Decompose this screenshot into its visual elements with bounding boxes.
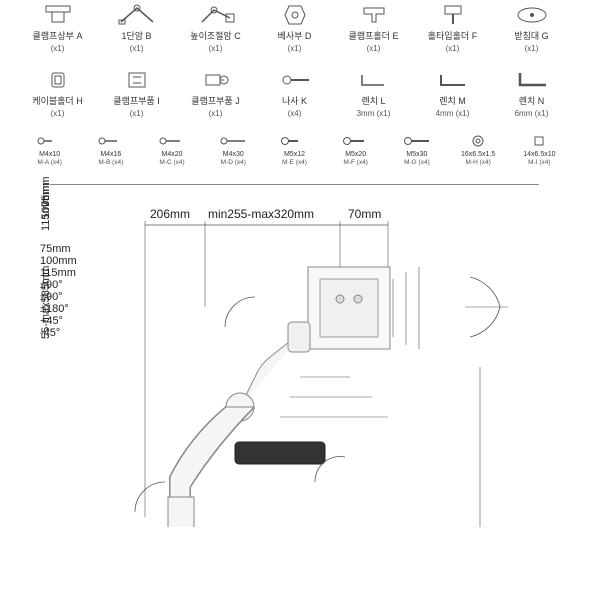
base-icon	[508, 0, 556, 30]
height-arm-icon	[192, 0, 240, 30]
dim-height: 55-max585mm	[40, 0, 52, 339]
part-j: 클램프부품 J (x1)	[178, 65, 253, 118]
part-label: 높이조절암 C	[190, 32, 240, 42]
hole-holder-icon	[429, 0, 477, 30]
screw-label: M5x12	[284, 151, 305, 159]
screw-icon	[217, 132, 249, 150]
part-m: 렌치 M 4mm (x1)	[415, 65, 490, 118]
part-label: 베사부 D	[278, 32, 312, 42]
part-l: 렌치 L 3mm (x1)	[336, 65, 411, 118]
screws-row: M4x10 M-A (x4) M4x16 M-B (x4) M4x20 M-C …	[20, 132, 569, 167]
screw-mb: M4x16 M-B (x4)	[81, 132, 140, 167]
part-h: 케이블홀더 H (x1)	[20, 65, 95, 118]
part-b: 1단암 B (x1)	[99, 0, 174, 53]
part-qty: (x1)	[367, 44, 381, 53]
arm1-icon	[113, 0, 161, 30]
part-qty: 3mm (x1)	[357, 109, 391, 118]
screw-mf: M5x20 M-F (x4)	[326, 132, 385, 167]
part-qty: (x1)	[446, 44, 460, 53]
screw-mh: 16x6.5x1.5 M-H (x4)	[449, 132, 508, 167]
screw-k-icon	[271, 65, 319, 95]
part-label: 렌치 M	[439, 97, 466, 107]
part-label: 클램프부품 I	[113, 97, 159, 107]
parts-row-2: 케이블홀더 H (x1) 클램프부품 I (x1) 클램프부품 J (x1) 나…	[20, 65, 569, 118]
screw-label: M4x16	[100, 151, 121, 159]
clamp-part-j-icon	[192, 65, 240, 95]
screw-me: M5x12 M-E (x4)	[265, 132, 324, 167]
part-k: 나사 K (x4)	[257, 65, 332, 118]
part-qty: 6mm (x1)	[515, 109, 549, 118]
section-divider	[50, 184, 539, 185]
part-qty: (x1)	[130, 44, 144, 53]
part-qty: (x1)	[288, 44, 302, 53]
dimension-diagram: 206mm min255-max320mm 70mm	[40, 207, 549, 527]
part-qty: (x1)	[130, 109, 144, 118]
washer-icon	[462, 132, 494, 150]
screw-md: M4x30 M-D (x4)	[204, 132, 263, 167]
screw-sub: M-G (x4)	[404, 159, 430, 166]
part-qty: (x4)	[288, 109, 302, 118]
part-d: 베사부 D (x1)	[257, 0, 332, 53]
screw-sub: M-F (x4)	[343, 159, 368, 166]
screw-sub: M-H (x4)	[466, 159, 491, 166]
part-e: 클램프홀더 E (x1)	[336, 0, 411, 53]
screw-mi: 14x6.5x10 M-I (x4)	[510, 132, 569, 167]
parts-row-1: 클램프상부 A (x1) 1단암 B (x1) 높이조절암 C (x1) 베사부…	[20, 0, 569, 53]
screw-icon	[156, 132, 188, 150]
part-c: 높이조절암 C (x1)	[178, 0, 253, 53]
screw-icon	[95, 132, 127, 150]
screw-label: 14x6.5x10	[523, 151, 555, 159]
wrench-l-icon	[350, 65, 398, 95]
part-qty: (x1)	[209, 44, 223, 53]
part-label: 렌치 L	[361, 97, 385, 107]
screw-label: M5x30	[406, 151, 427, 159]
screw-icon	[401, 132, 433, 150]
screw-label: M4x20	[162, 151, 183, 159]
screw-sub: M-I (x4)	[528, 159, 550, 166]
part-label: 홀타입홀더 F	[428, 32, 477, 42]
part-f: 홀타입홀더 F (x1)	[415, 0, 490, 53]
part-label: 클램프부품 J	[191, 97, 239, 107]
spacer-icon	[523, 132, 555, 150]
part-n: 렌치 N 6mm (x1)	[494, 65, 569, 118]
screw-label: M5x20	[345, 151, 366, 159]
part-label: 클램프홀더 E	[349, 32, 399, 42]
screw-mg: M5x30 M-G (x4)	[387, 132, 446, 167]
part-label: 받침대 G	[514, 32, 548, 42]
screw-sub: M-E (x4)	[282, 159, 307, 166]
part-g: 받침대 G (x1)	[494, 0, 569, 53]
part-a: 클램프상부 A (x1)	[20, 0, 95, 53]
part-i: 클램프부품 I (x1)	[99, 65, 174, 118]
screw-sub: M-C (x4)	[159, 159, 184, 166]
part-label: 나사 K	[282, 97, 307, 107]
part-qty: (x1)	[525, 44, 539, 53]
vesa-icon	[271, 0, 319, 30]
screw-icon	[278, 132, 310, 150]
wrench-n-icon	[508, 65, 556, 95]
part-qty: 4mm (x1)	[436, 109, 470, 118]
clamp-holder-icon	[350, 0, 398, 30]
part-qty: (x1)	[51, 109, 65, 118]
product-diagram	[40, 207, 560, 527]
screw-sub: M-B (x4)	[98, 159, 123, 166]
part-label: 렌치 N	[519, 97, 545, 107]
screw-label: 16x6.5x1.5	[461, 151, 495, 159]
part-qty: (x1)	[51, 44, 65, 53]
screw-sub: M-D (x4)	[221, 159, 246, 166]
screw-label: M4x30	[223, 151, 244, 159]
part-label: 1단암 B	[121, 32, 151, 42]
part-qty: (x1)	[209, 109, 223, 118]
clamp-part-i-icon	[113, 65, 161, 95]
screw-mc: M4x20 M-C (x4)	[142, 132, 201, 167]
screw-icon	[340, 132, 372, 150]
wrench-m-icon	[429, 65, 477, 95]
